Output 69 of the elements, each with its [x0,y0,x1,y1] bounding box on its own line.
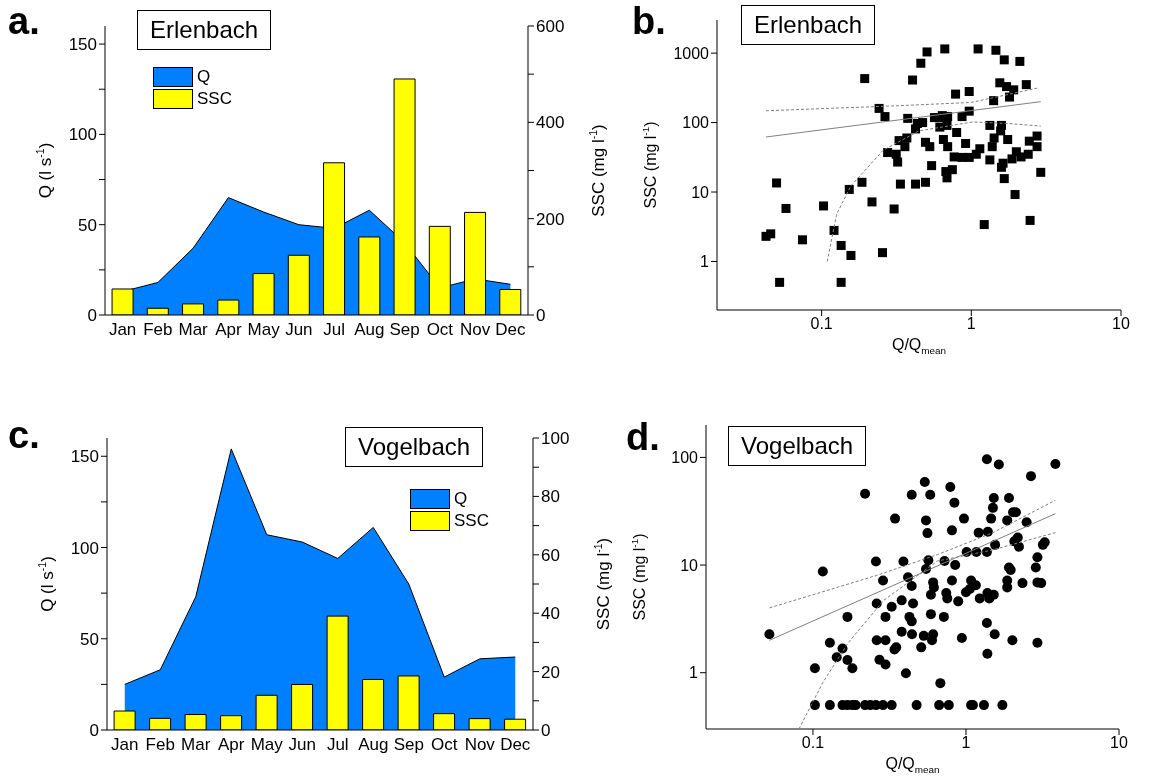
y-tick-label: 10 [680,556,699,574]
y-tick-label: 150 [70,447,99,467]
x-tick-label: Mar [181,735,211,755]
y-tick-label: 100 [68,125,97,145]
y-tick-label: 100 [682,114,710,132]
y-tick-label: 0 [87,306,97,326]
x-tick-label: Dec [500,735,531,755]
y2-tick-label: 20 [541,662,560,682]
y-tick-label: 50 [80,629,99,649]
x-tick-label: Feb [143,320,173,340]
x-tick-label: Mar [178,320,209,340]
x-tick-label: Jul [326,735,349,755]
y-tick-label: 50 [78,215,97,235]
x-tick-label: May [247,320,281,340]
x-tick-label: Aug [358,735,389,755]
x-tick-label: Jun [285,320,313,340]
x-tick-label: Sep [389,320,420,340]
y-tick-label: 150 [68,35,97,55]
x-tick-label: 1 [966,315,976,333]
y2-tick-label: 400 [536,113,565,133]
x-tick-label: 0.1 [810,315,833,333]
x-tick-label: Dec [495,320,526,340]
x-tick-label: 10 [1112,315,1130,333]
x-tick-label: 0.1 [801,734,825,752]
x-tick-label: Apr [218,735,245,755]
legend-label: SSC [454,511,489,531]
y-tick-label: 100 [671,449,699,467]
chart-title: Erlenbach [741,5,876,45]
x-tick-label: Aug [354,320,385,340]
y2-tick-label: 80 [541,487,560,507]
chart-title: Vogelbach [345,427,484,467]
y-tick-label: 1 [689,664,699,682]
y2-tick-label: 40 [541,604,560,624]
y-tick-label: 10 [691,183,710,201]
x-tick-label: 10 [1110,734,1128,752]
y2-tick-label: 0 [536,306,546,326]
y-tick-label: 100 [70,538,99,558]
x-tick-label: Jan [108,320,137,340]
text: a. [8,0,40,43]
x-tick-label: Feb [145,735,175,755]
x-tick-label: Oct [426,320,454,340]
text: c. [8,414,40,457]
y2-tick-label: 200 [536,209,565,229]
y-tick-label: 1 [700,253,710,271]
x-axis-title: Q/Q$_{mean}$ [885,755,940,776]
legend-label: Q [197,67,211,87]
y2-tick-label: 0 [541,721,551,741]
y2-tick-label: 100 [541,429,570,449]
legend-label: SSC [197,89,232,109]
x-tick-label: Jan [111,735,139,755]
y2-tick-label: 60 [541,545,560,565]
y-tick-label: 0 [89,721,99,741]
text: b. [632,0,666,43]
x-tick-label: May [250,735,284,755]
x-tick-label: 1 [961,734,971,752]
y2-tick-label: 600 [536,17,565,37]
x-tick-label: Nov [464,735,496,755]
y-tick-label: 1000 [673,44,710,62]
x-tick-label: Oct [431,735,458,755]
x-tick-label: Jul [323,320,345,340]
chart-title: Vogelbach [728,426,867,466]
chart-title: Erlenbach [137,10,272,50]
x-tick-label: Apr [215,320,242,340]
legend-label: Q [454,489,468,509]
x-tick-label: Nov [460,320,491,340]
text: d. [626,416,660,459]
x-tick-label: Sep [393,735,424,755]
x-axis-title: Q/Q$_{mean}$ [891,336,947,357]
x-tick-label: Jun [288,735,316,755]
